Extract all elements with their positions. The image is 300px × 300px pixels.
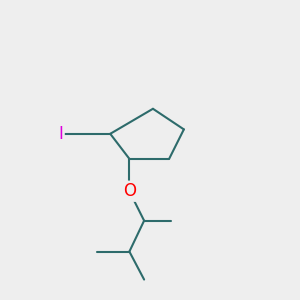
Text: I: I [58,125,63,143]
Text: O: O [123,182,136,200]
